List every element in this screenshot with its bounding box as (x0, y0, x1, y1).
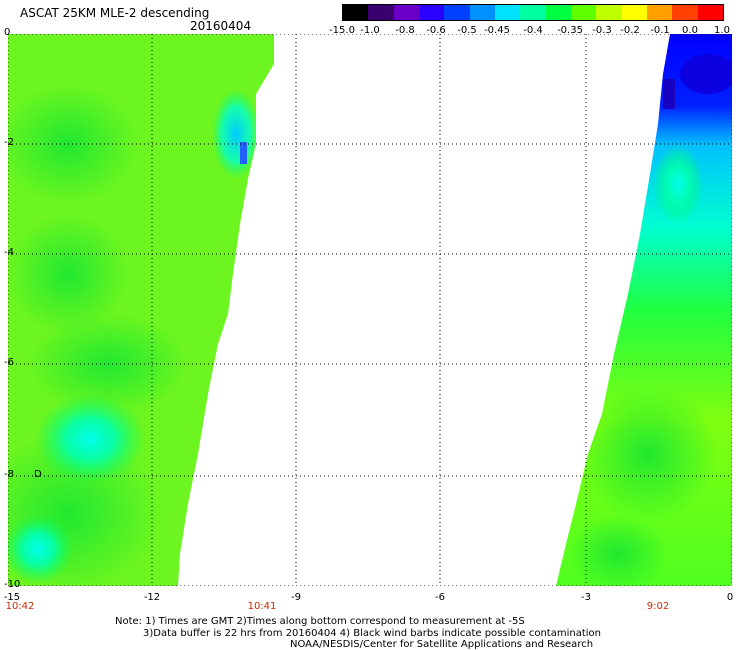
colorbar-tick-label: -0.2 (620, 25, 640, 36)
longitude-label: -12 (143, 592, 161, 603)
latitude-label: -8 (4, 469, 14, 480)
colorbar-swatch (672, 5, 698, 20)
left-swath-green-area (8, 214, 128, 334)
footnote-line-1: Note: 1) Times are GMT 2)Times along bot… (115, 616, 525, 627)
colorbar-tick-label: -0.5 (457, 25, 477, 36)
colorbar-swatch (343, 5, 369, 20)
colorbar-tick-label: -0.4 (523, 25, 543, 36)
colorbar-swatch (418, 5, 445, 20)
map-plot: D (8, 34, 732, 586)
measurement-time-label: 10:42 (5, 601, 35, 612)
graticule (8, 34, 732, 586)
latitude-label: -6 (4, 357, 14, 368)
colorbar-tick-label: 1.0 (714, 25, 730, 36)
colorbar-swatch (444, 5, 470, 20)
colorbar-swatch (621, 5, 647, 20)
latitude-label: 0 (4, 27, 11, 38)
colorbar-swatch (697, 5, 723, 20)
colorbar-tick-label: -0.35 (557, 25, 583, 36)
latitude-label: -10 (4, 579, 21, 590)
colorbar (342, 4, 724, 21)
colorbar-swatch (368, 5, 394, 20)
colorbar-tick-label: -0.6 (426, 25, 446, 36)
left-swath-blue-cell (240, 142, 247, 164)
right-swath-green-area (578, 384, 718, 524)
left-swath-blue-area (212, 89, 260, 179)
colorbar-tick-label: -0.1 (650, 25, 670, 36)
colorbar-tick-label: -15.0 (329, 25, 355, 36)
map-svg: D (8, 34, 732, 586)
product-title: ASCAT 25KM MLE-2 descending (20, 6, 210, 20)
right-swath-green-area (568, 514, 668, 586)
right-swath (556, 34, 732, 586)
colorbar-tick-label: -0.45 (484, 25, 510, 36)
longitude-label: -15 (3, 592, 21, 603)
colorbar-swatch (393, 5, 419, 20)
longitude-label: 0 (726, 592, 734, 603)
longitude-label: -9 (291, 592, 301, 603)
colorbar-tick-label: -0.3 (592, 25, 612, 36)
footnote-line-2: 3)Data buffer is 22 hrs from 20160404 4)… (143, 628, 601, 639)
colorbar-tick-label: -0.8 (395, 25, 415, 36)
right-swath-cyan-area (653, 144, 703, 224)
right-swath-dark-blue-area (680, 54, 732, 94)
latitude-label: -4 (4, 247, 14, 258)
colorbar-swatch (596, 5, 622, 20)
latitude-label: -2 (4, 137, 14, 148)
colorbar-swatch (469, 5, 495, 20)
footnote-line-3: NOAA/NESDIS/Center for Satellite Applica… (290, 639, 594, 650)
left-swath-cyan-area (8, 514, 73, 584)
colorbar-swatch (494, 5, 521, 20)
colorbar-tick-label: -1.0 (360, 25, 380, 36)
longitude-label: -6 (435, 592, 445, 603)
colorbar-tick-label: 0.0 (682, 25, 698, 36)
measurement-time-label: 9:02 (646, 601, 670, 612)
colorbar-swatch (545, 5, 571, 20)
right-swath-dark-cell (663, 79, 675, 109)
colorbar-swatch (646, 5, 673, 20)
longitude-label: -3 (581, 592, 591, 603)
wind-barb-label: D (34, 469, 42, 480)
left-swath-cyan-area (35, 394, 145, 484)
colorbar-swatch (570, 5, 597, 20)
colorbar-labels: -15.0 -1.0 -0.8 -0.6 -0.5 -0.45 -0.4 -0.35 -0.3-… (329, 25, 740, 39)
measurement-time-label: 10:41 (247, 601, 277, 612)
product-date: 20160404 (190, 19, 252, 33)
colorbar-swatch (520, 5, 546, 20)
left-swath (8, 34, 274, 586)
